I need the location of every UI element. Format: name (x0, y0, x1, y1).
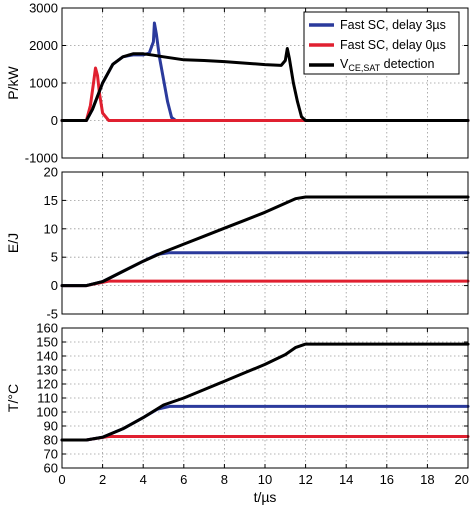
series-line-2 (60, 195, 470, 288)
x-tick-label: 18 (420, 472, 434, 487)
x-tick-label: 10 (258, 472, 272, 487)
x-tick-label: 20 (455, 472, 469, 487)
y-tick-label: 160 (36, 321, 58, 336)
y-tick-label: -5 (46, 307, 58, 322)
y-tick-label: 110 (37, 391, 58, 406)
y-tick-label: 120 (36, 377, 58, 392)
y-tick-label: 2000 (29, 38, 58, 53)
y-tick-label: 10 (44, 221, 58, 236)
legend: Fast SC, delay 3µs Fast SC, delay 0µs VC… (303, 11, 460, 75)
x-axis-label: t/µs (254, 489, 277, 505)
y-tick-label: 100 (36, 405, 58, 420)
x-tick-label: 14 (339, 472, 353, 487)
series-line-2 (60, 342, 470, 442)
y-axis-label: E/J (5, 233, 21, 253)
legend-label-fast-sc-3us: Fast SC, delay 3µs (340, 18, 446, 32)
panel-energy: -5 0 5 10 15 20 E/J (5, 165, 470, 322)
y-tick-label: 1000 (29, 76, 58, 91)
y-tick-label: 90 (44, 419, 58, 434)
y-tick-label: 5 (51, 250, 58, 265)
y-tick-label: 0 (51, 113, 58, 128)
x-tick-label: 0 (58, 472, 65, 487)
x-tick-label: 12 (298, 472, 312, 487)
x-tick-label: 2 (99, 472, 106, 487)
y-tick-label: 20 (44, 165, 58, 180)
x-tick-label: 16 (380, 472, 394, 487)
y-tick-label: 150 (36, 335, 58, 350)
x-tick-label: 8 (221, 472, 228, 487)
y-axis-label: T/°C (5, 384, 21, 412)
x-tick-label: 4 (140, 472, 147, 487)
y-tick-label: 140 (36, 349, 58, 364)
y-tick-label: 3000 (29, 1, 58, 16)
y-tick-label: 15 (44, 193, 58, 208)
y-tick-label: -1000 (25, 151, 58, 166)
y-axis-label: P/kW (5, 65, 21, 99)
legend-label-fast-sc-0us: Fast SC, delay 0µs (340, 38, 446, 52)
y-tick-label: 60 (44, 461, 58, 476)
y-tick-label: 130 (36, 363, 58, 378)
y-tick-label: 70 (44, 447, 58, 462)
x-tick-label: 6 (180, 472, 187, 487)
y-tick-label: 80 (44, 433, 58, 448)
series-line-1 (60, 66, 470, 122)
y-tick-label: 0 (51, 278, 58, 293)
series-line-2 (60, 47, 470, 122)
